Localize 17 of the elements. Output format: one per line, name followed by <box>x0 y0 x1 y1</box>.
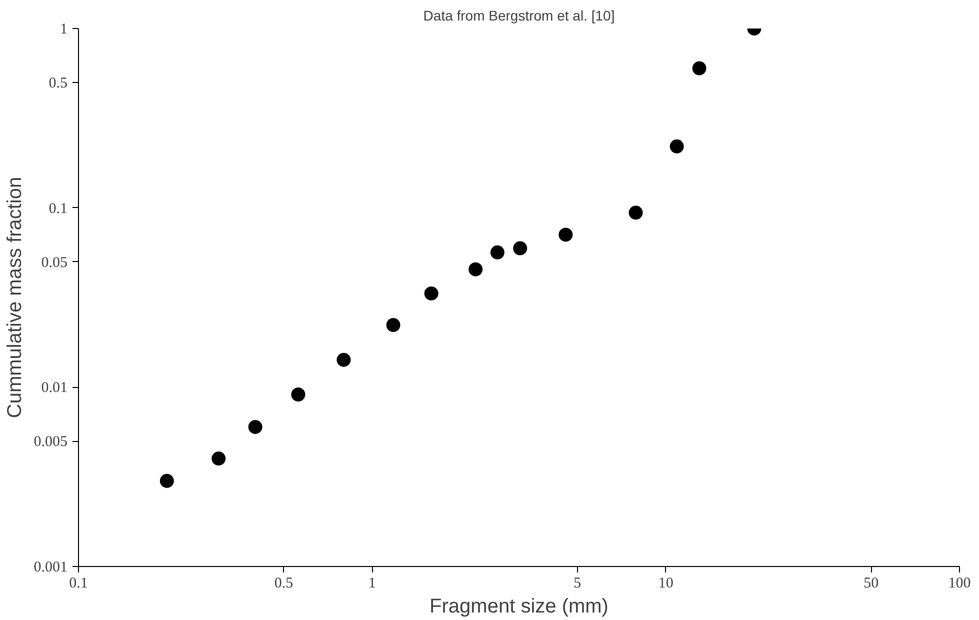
y-axis-title: Cummulative mass fraction <box>4 176 26 418</box>
y-tick-label: 0.1 <box>48 200 68 217</box>
x-tick-label: 1 <box>368 576 376 592</box>
y-tick-label: 0.5 <box>48 75 68 92</box>
x-tick-label: 0.1 <box>69 576 88 592</box>
y-tick-label: 0.01 <box>41 380 68 396</box>
y-tick-label: 0.005 <box>34 434 68 450</box>
x-tick-label: 5 <box>574 576 582 592</box>
x-tick-label: 0.5 <box>274 576 294 592</box>
y-tick-label: 1 <box>60 22 68 38</box>
y-tick-label: 0.001 <box>34 560 68 576</box>
x-tick-label: 100 <box>948 576 971 592</box>
y-tick-label: 0.05 <box>41 254 68 271</box>
x-tick-label: 50 <box>864 576 879 592</box>
x-tick-label: 10 <box>658 576 674 592</box>
chart-title: Data from Bergstrom et al. [10] <box>423 8 615 24</box>
x-axis-title: Fragment size (mm) <box>430 596 608 618</box>
